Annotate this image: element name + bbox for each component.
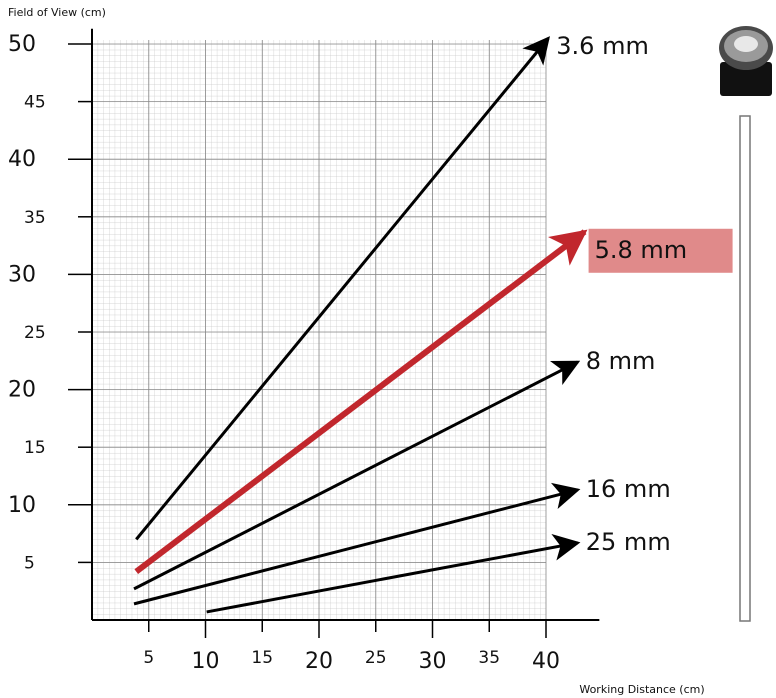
scale-bar [739,115,751,622]
y-tick-label: 30 [8,262,36,287]
y-tick-label: 5 [24,553,35,573]
y-tick-label: 10 [8,493,36,518]
x-tick-label: 5 [143,648,154,668]
y-tick-label: 45 [24,93,46,113]
y-tick-label: 50 [8,32,36,57]
series-label: 16 mm [586,475,671,503]
series-label: 8 mm [586,347,656,375]
x-tick-label: 20 [305,649,333,674]
series-line [133,360,581,591]
y-tick-label: 35 [24,208,46,228]
y-tick-label: 40 [8,147,36,172]
series-label: 3.6 mm [556,32,649,60]
series-label: 5.8 mm [595,236,688,264]
series-label: 25 mm [586,528,671,556]
x-tick-label: 35 [478,648,500,668]
series-line [135,36,550,541]
y-axis-title: Field of View (cm) [8,6,106,19]
x-axis-title: Working Distance (cm) [579,683,704,696]
legend-highlight [588,228,733,273]
x-tick-label: 40 [532,649,560,674]
x-tick-label: 30 [419,649,447,674]
x-tick-label: 15 [251,648,273,668]
x-tick-label: 25 [365,648,387,668]
series-line [133,482,581,606]
lens-icon [719,26,773,96]
y-tick-label: 15 [24,438,46,458]
y-tick-label: 20 [8,378,36,403]
series-line [206,533,581,614]
x-tick-label: 10 [192,649,220,674]
y-tick-label: 25 [24,323,46,343]
series-line [134,229,588,575]
